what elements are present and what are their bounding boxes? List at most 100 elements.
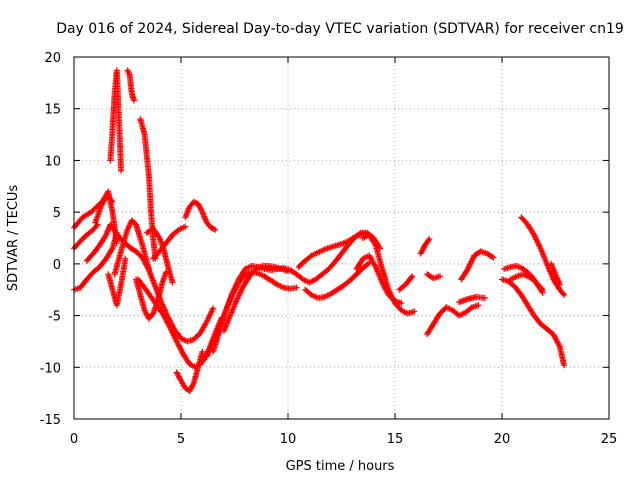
- plus-marker-run: [302, 286, 314, 297]
- series-track-27: [424, 271, 443, 282]
- plus-marker-run: [462, 305, 474, 316]
- plus-marker-run: [302, 253, 314, 264]
- plus-marker-run: [327, 287, 339, 297]
- plus-marker-run: [79, 210, 93, 221]
- plus-marker-run: [175, 224, 187, 233]
- series-track-28: [458, 248, 497, 283]
- plus-marker-run: [385, 291, 397, 304]
- x-tick-label: 25: [601, 432, 618, 447]
- series-track-22: [359, 231, 418, 317]
- x-tick-label: 20: [494, 432, 511, 447]
- plus-marker-run: [103, 246, 115, 262]
- plus-marker-run: [96, 233, 109, 249]
- plus-marker-run: [227, 298, 239, 319]
- plus-marker-run: [169, 227, 181, 238]
- series-track-19: [220, 262, 291, 335]
- plus-marker-run: [182, 385, 192, 393]
- plus-marker-run: [306, 277, 318, 286]
- plus-marker-run: [235, 272, 248, 286]
- y-tick-label: -10: [40, 361, 61, 376]
- plus-marker-run: [154, 283, 165, 305]
- plus-marker: [398, 300, 405, 307]
- plus-marker-run: [396, 282, 408, 293]
- plus-marker-run: [524, 221, 537, 237]
- series-track-25: [417, 236, 433, 257]
- plus-marker-run: [190, 198, 200, 207]
- plus-marker-run: [287, 267, 299, 277]
- plus-marker-run: [190, 331, 203, 343]
- plus-marker-run: [556, 343, 567, 367]
- plus-marker-run: [137, 116, 148, 136]
- plus-marker-run: [511, 283, 524, 297]
- plus-marker-run: [77, 277, 89, 291]
- x-tick-label: 10: [280, 432, 297, 447]
- plus-marker-run: [156, 241, 169, 255]
- plus-marker-run: [443, 304, 455, 313]
- plus-marker: [122, 255, 129, 262]
- plus-marker-run: [537, 320, 549, 331]
- plus-marker-run: [83, 227, 95, 238]
- y-tick-label: 20: [44, 51, 61, 66]
- plus-marker-run: [531, 312, 543, 326]
- plus-marker-run: [90, 243, 102, 257]
- data-marks: [71, 67, 568, 395]
- plus-marker: [130, 97, 137, 104]
- plus-marker-run: [203, 306, 216, 325]
- series-track-4: [83, 221, 217, 345]
- plus-marker-run: [233, 285, 246, 304]
- plus-marker-run: [308, 250, 320, 259]
- y-tick-label: 15: [44, 103, 61, 118]
- plus-marker-run: [115, 241, 126, 262]
- x-axis-label: GPS time / hours: [286, 459, 395, 474]
- plus-marker-run: [379, 266, 392, 292]
- plus-marker-run: [77, 232, 89, 245]
- plus-marker-run: [537, 245, 550, 266]
- plus-marker-run: [167, 325, 179, 343]
- plus-marker-run: [145, 267, 158, 289]
- plus-marker-run: [372, 264, 385, 284]
- series-track-5: [92, 188, 120, 247]
- plus-marker: [169, 279, 176, 286]
- chart-title: Day 016 of 2024, Sidereal Day-to-day VTE…: [56, 21, 624, 37]
- plus-marker-run: [456, 310, 467, 319]
- plus-marker-run: [332, 251, 344, 265]
- series-track-23: [353, 252, 405, 307]
- plus-marker-run: [124, 67, 132, 77]
- series-track-6: [107, 67, 125, 174]
- plus-marker: [561, 362, 568, 369]
- plus-marker-run: [229, 280, 242, 298]
- plus-marker-run: [126, 244, 138, 254]
- plus-marker-run: [550, 331, 563, 349]
- plus-marker: [556, 281, 563, 288]
- plus-marker-run: [518, 291, 530, 307]
- plus-marker: [145, 266, 152, 273]
- plus-marker-run: [203, 219, 213, 230]
- plus-marker-run: [178, 377, 188, 390]
- plus-marker-run: [105, 188, 116, 214]
- plus-marker: [285, 268, 291, 275]
- plus-marker-run: [143, 287, 158, 305]
- grid: [74, 57, 609, 419]
- plus-marker: [409, 273, 416, 280]
- plus-marker-run: [543, 326, 556, 337]
- plus-marker-run: [109, 209, 120, 245]
- y-tick-label: -15: [40, 413, 61, 428]
- plus-marker-run: [334, 283, 346, 293]
- plus-marker-run: [321, 291, 333, 300]
- y-tick-label: -5: [48, 310, 61, 325]
- plus-marker-run: [182, 205, 192, 221]
- series-track-2: [71, 221, 101, 252]
- plus-marker-run: [133, 221, 145, 247]
- plus-marker-run: [353, 257, 366, 272]
- plus-marker-run: [514, 262, 525, 272]
- series-track-34: [548, 260, 563, 288]
- plus-marker-run: [158, 300, 171, 320]
- plus-marker-run: [398, 307, 410, 316]
- plus-marker-run: [90, 222, 100, 233]
- plus-marker: [118, 167, 125, 174]
- y-tick-label: 0: [53, 258, 61, 273]
- plus-marker-run: [340, 237, 352, 247]
- plus-marker-run: [171, 327, 184, 341]
- plus-marker-run: [150, 225, 162, 240]
- plus-marker-run: [267, 277, 279, 287]
